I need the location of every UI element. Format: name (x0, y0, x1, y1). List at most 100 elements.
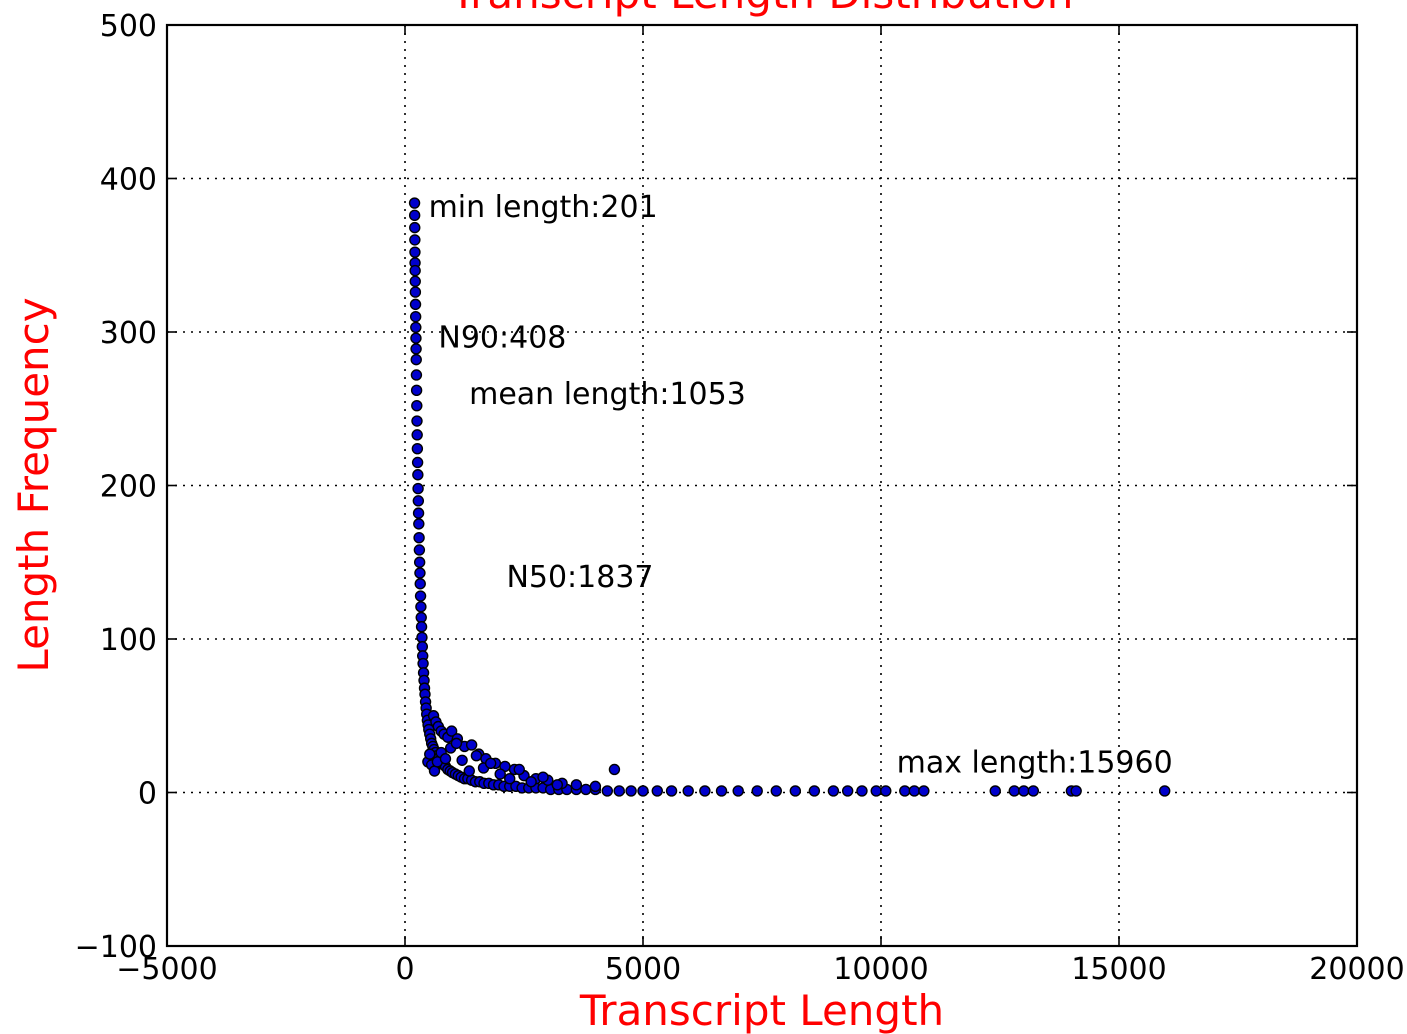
y-axis-label: Length Frequency (9, 297, 58, 672)
data-point (414, 590, 427, 602)
data-point (1008, 785, 1020, 797)
data-point (412, 507, 425, 519)
data-point (410, 332, 422, 344)
data-point (665, 785, 678, 797)
data-point (715, 785, 728, 797)
data-point (413, 518, 425, 530)
x-tick-label: 15000 (1071, 952, 1166, 987)
x-tick-label: 0 (395, 952, 414, 987)
data-point (416, 640, 429, 653)
data-point (732, 785, 744, 797)
y-tick-label: −100 (75, 930, 157, 965)
data-point (465, 739, 478, 751)
data-point (613, 785, 625, 797)
annotation-label: N90:408 (438, 320, 566, 355)
data-point (409, 246, 421, 258)
data-point (409, 286, 422, 298)
axis-ticks: −5000 0 5000 10000 15000 20000 −100 0 100 200 300 4… (75, 9, 1405, 987)
data-point (410, 369, 423, 381)
data-point (908, 785, 921, 797)
data-point (424, 748, 436, 760)
data-point (415, 611, 427, 624)
data-point (918, 785, 930, 797)
data-point (525, 776, 537, 788)
data-point (880, 785, 892, 797)
data-point (589, 780, 602, 793)
data-point (601, 785, 613, 797)
grid-lines (167, 25, 1357, 946)
data-point (409, 221, 421, 234)
data-point (408, 209, 421, 222)
data-point (1158, 785, 1171, 797)
data-point (637, 785, 649, 797)
data-point (494, 768, 506, 780)
data-point (415, 621, 428, 633)
data-point (413, 556, 426, 568)
data-points (408, 197, 1171, 797)
data-point (417, 657, 429, 670)
data-point (414, 578, 426, 590)
data-point (411, 399, 423, 412)
data-point (682, 785, 694, 797)
data-point (1070, 785, 1082, 797)
annotation-label: min length:201 (429, 190, 658, 225)
data-point (412, 482, 424, 495)
data-point (413, 544, 426, 556)
data-point (411, 415, 423, 427)
data-point (415, 601, 427, 613)
annotations: min length:201 N90:408 mean length:1053 N50… (429, 190, 1173, 781)
y-tick-label: 200 (100, 470, 157, 505)
data-point (411, 429, 423, 441)
annotation-label: mean length:1053 (469, 377, 746, 412)
y-tick-label: 100 (100, 623, 157, 658)
annotation-label: max length:15960 (897, 746, 1173, 781)
x-tick-label: 10000 (833, 952, 928, 987)
x-tick-label: −5000 (116, 952, 217, 987)
data-point (1018, 785, 1030, 797)
data-point (989, 785, 1001, 797)
data-point (551, 779, 564, 791)
annotation-label: N50:1837 (506, 560, 653, 595)
data-point (770, 785, 782, 797)
data-point (856, 785, 868, 797)
data-point (699, 785, 711, 797)
data-point (580, 783, 592, 796)
data-point (409, 275, 421, 288)
data-point (410, 384, 423, 397)
x-tick-label: 5000 (605, 952, 681, 987)
plot-frame (165, 23, 1359, 948)
data-point (484, 757, 497, 770)
data-point (808, 785, 821, 797)
data-point (827, 785, 840, 797)
chart-title: Transcript Length Distribution (450, 0, 1074, 18)
data-point (410, 343, 422, 355)
data-point (470, 749, 483, 762)
data-point (625, 785, 637, 797)
data-point (414, 567, 426, 579)
data-point (439, 753, 452, 765)
data-point (537, 771, 549, 783)
y-tick-label: 300 (100, 316, 157, 351)
data-point (870, 785, 882, 797)
data-point (513, 763, 525, 776)
data-point (409, 234, 421, 246)
data-point (411, 456, 424, 469)
data-point (410, 321, 422, 334)
data-point (413, 531, 425, 544)
data-point (409, 298, 422, 311)
data-point (445, 725, 458, 737)
y-tick-label: 400 (100, 163, 157, 198)
data-point (570, 779, 583, 791)
y-tick-label: 0 (138, 777, 157, 812)
data-point (1027, 785, 1040, 797)
data-point (409, 310, 422, 323)
data-point (408, 197, 421, 209)
data-point (789, 785, 802, 797)
data-point (608, 763, 621, 776)
data-point (411, 442, 424, 455)
data-point (409, 264, 421, 277)
y-tick-label: 500 (100, 9, 157, 44)
data-point (651, 785, 663, 797)
data-point (841, 785, 854, 797)
